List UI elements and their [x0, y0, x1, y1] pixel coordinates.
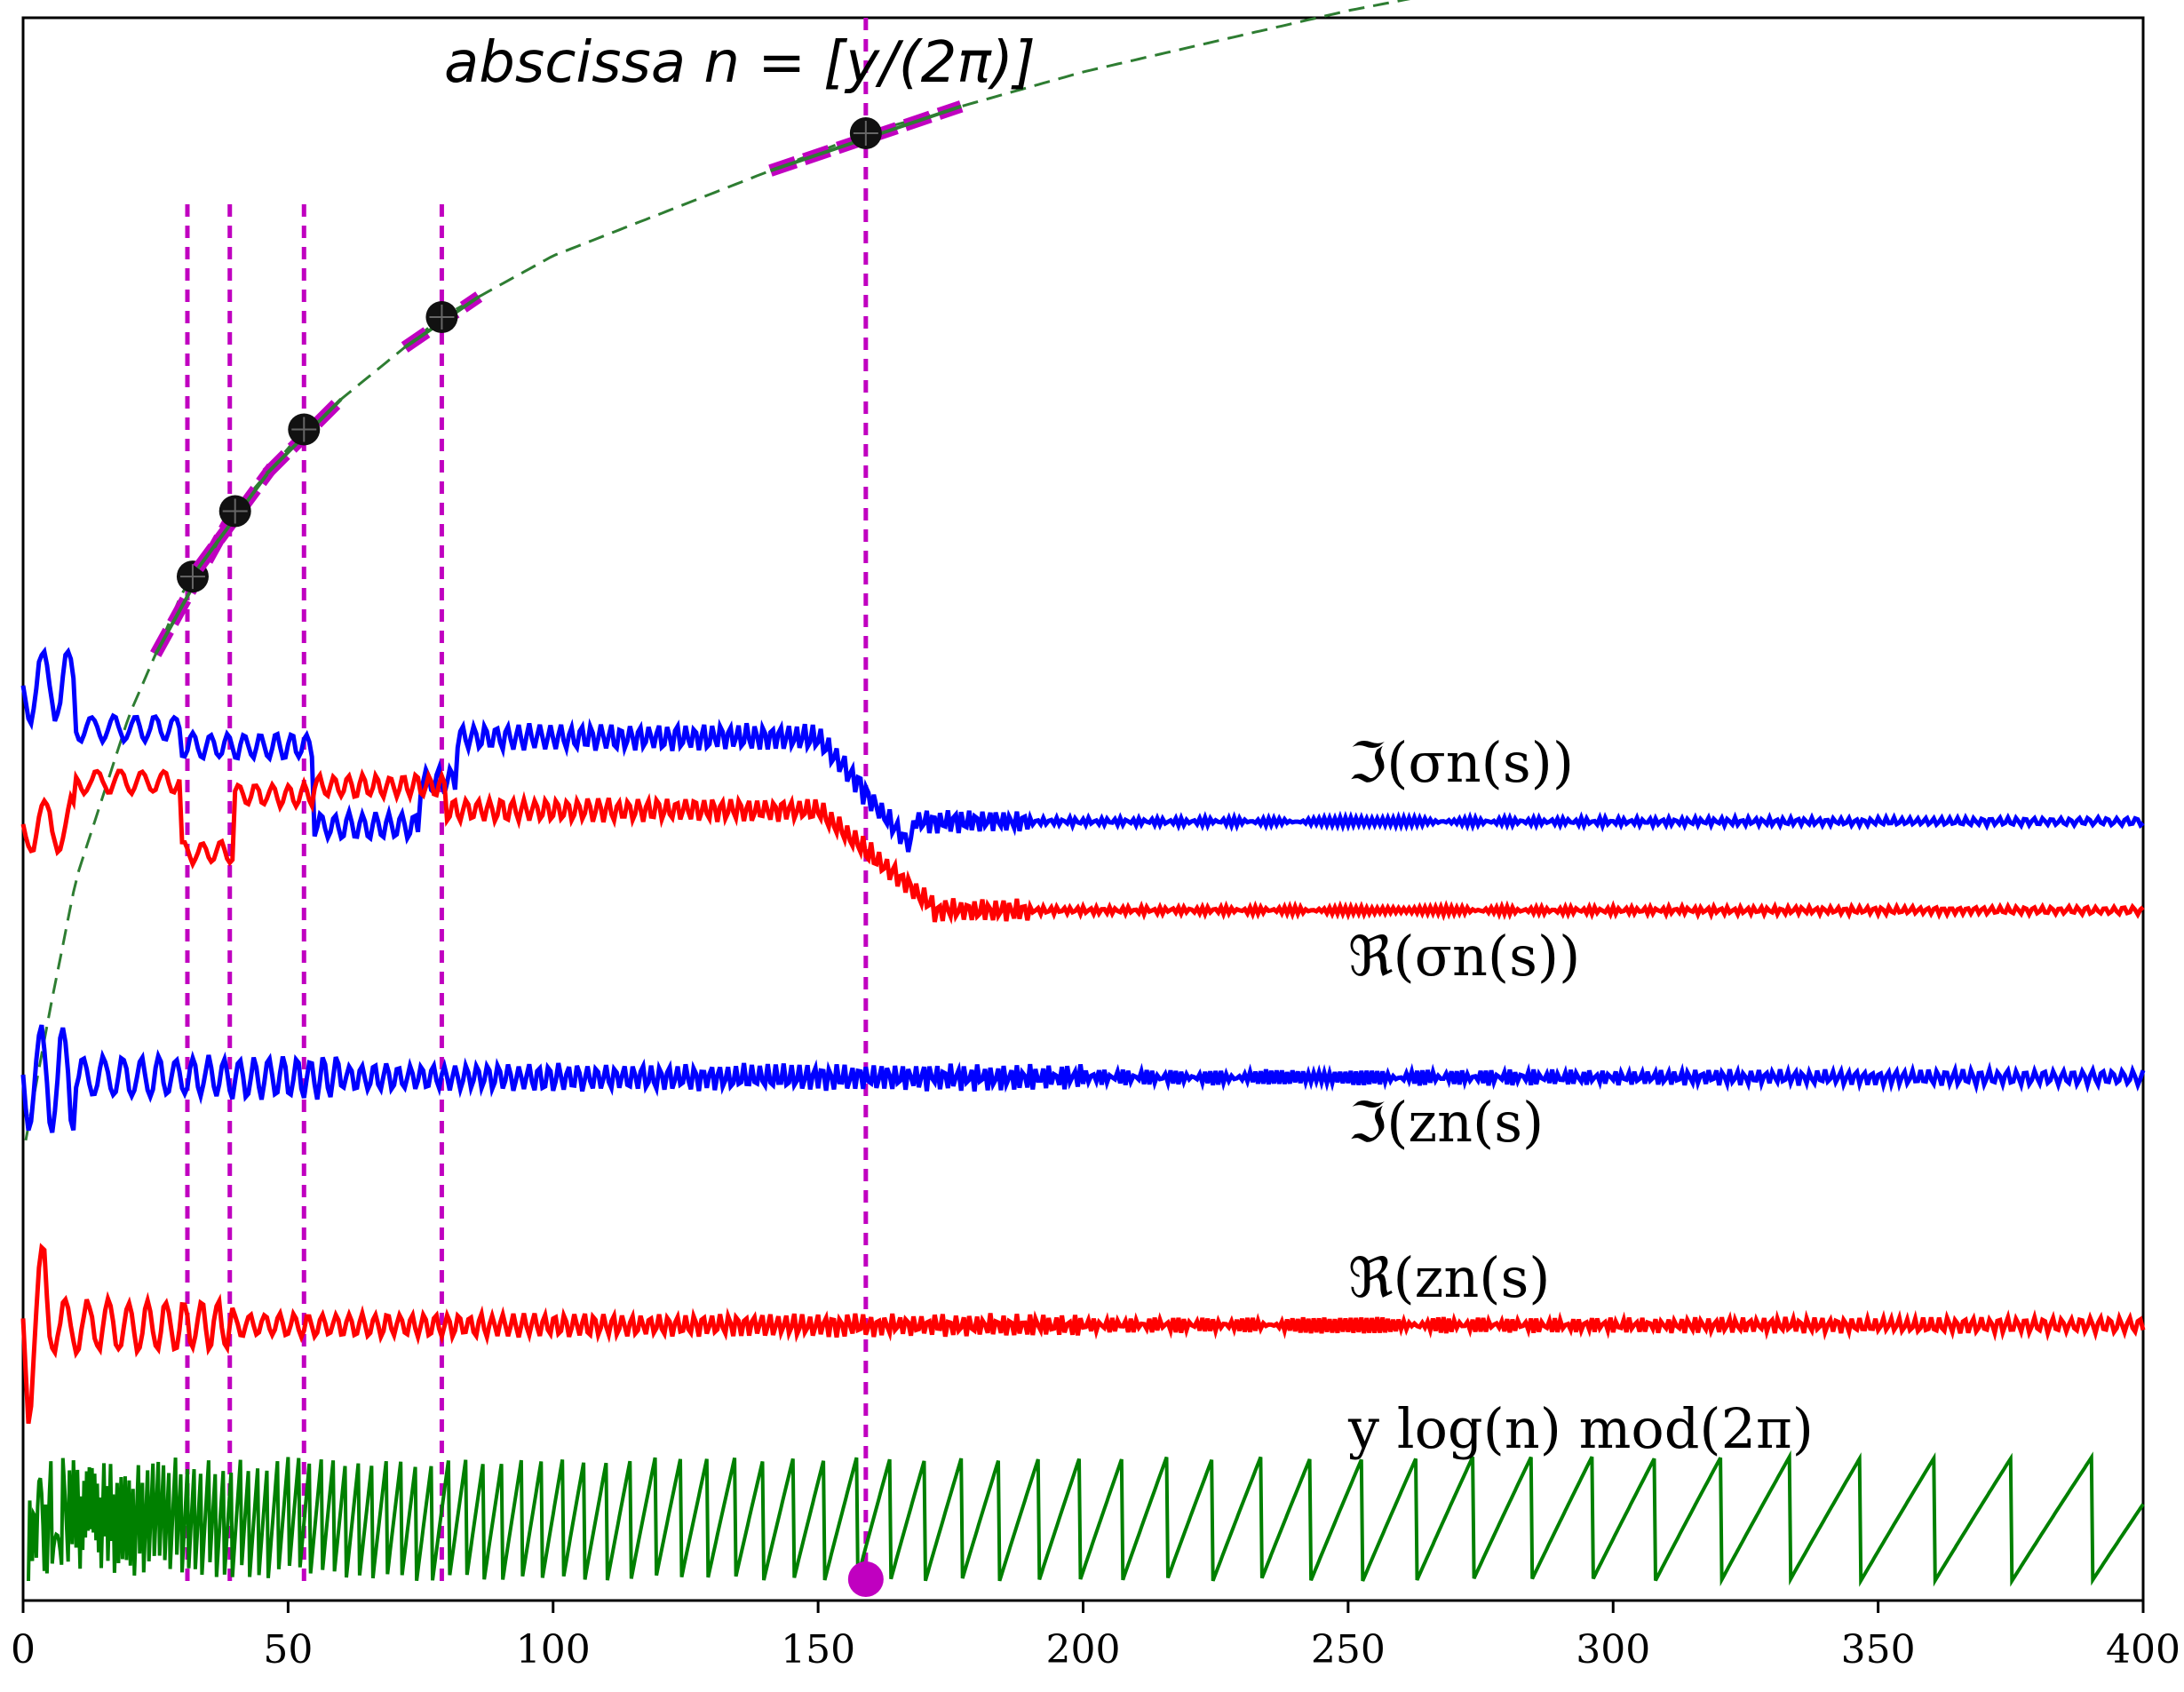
series-ylog [27, 1450, 2145, 1587]
chart-title: abscissa n = [y/(2π)] [444, 30, 1036, 96]
series-re-sigma [20, 767, 2145, 925]
abscissa-curve [24, 0, 1411, 1141]
series-re-z [20, 1243, 2146, 1425]
label-ylog: y log(n) mod(2π) [1347, 1396, 1814, 1461]
x-tick-label: 100 [516, 1627, 591, 1672]
label-im-z: ℑ(zn(s) [1348, 1090, 1544, 1155]
label-re-z: ℜ(zn(s) [1348, 1245, 1550, 1310]
x-tick-label: 0 [11, 1627, 36, 1672]
x-tick-label: 50 [263, 1627, 313, 1672]
x-tick-label: 350 [1841, 1627, 1916, 1672]
plot-area: 0 50 100 150 200 250 300 350 400 [11, 0, 2180, 1672]
series-im-z [20, 1024, 2146, 1133]
plot-frame [21, 16, 2145, 1602]
x-tick-label: 150 [781, 1627, 855, 1672]
label-re-sigma: ℜ(σn(s)) [1348, 924, 1580, 989]
x-tick-label: 200 [1046, 1627, 1121, 1672]
x-tick-label: 250 [1311, 1627, 1386, 1672]
x-tick-label: 300 [1576, 1627, 1650, 1672]
label-im-sigma: ℑ(σn(s)) [1348, 730, 1574, 795]
series-im-sigma [20, 646, 2145, 853]
zero-marker-dot [847, 1561, 884, 1597]
x-tick-label: 400 [2106, 1627, 2180, 1672]
